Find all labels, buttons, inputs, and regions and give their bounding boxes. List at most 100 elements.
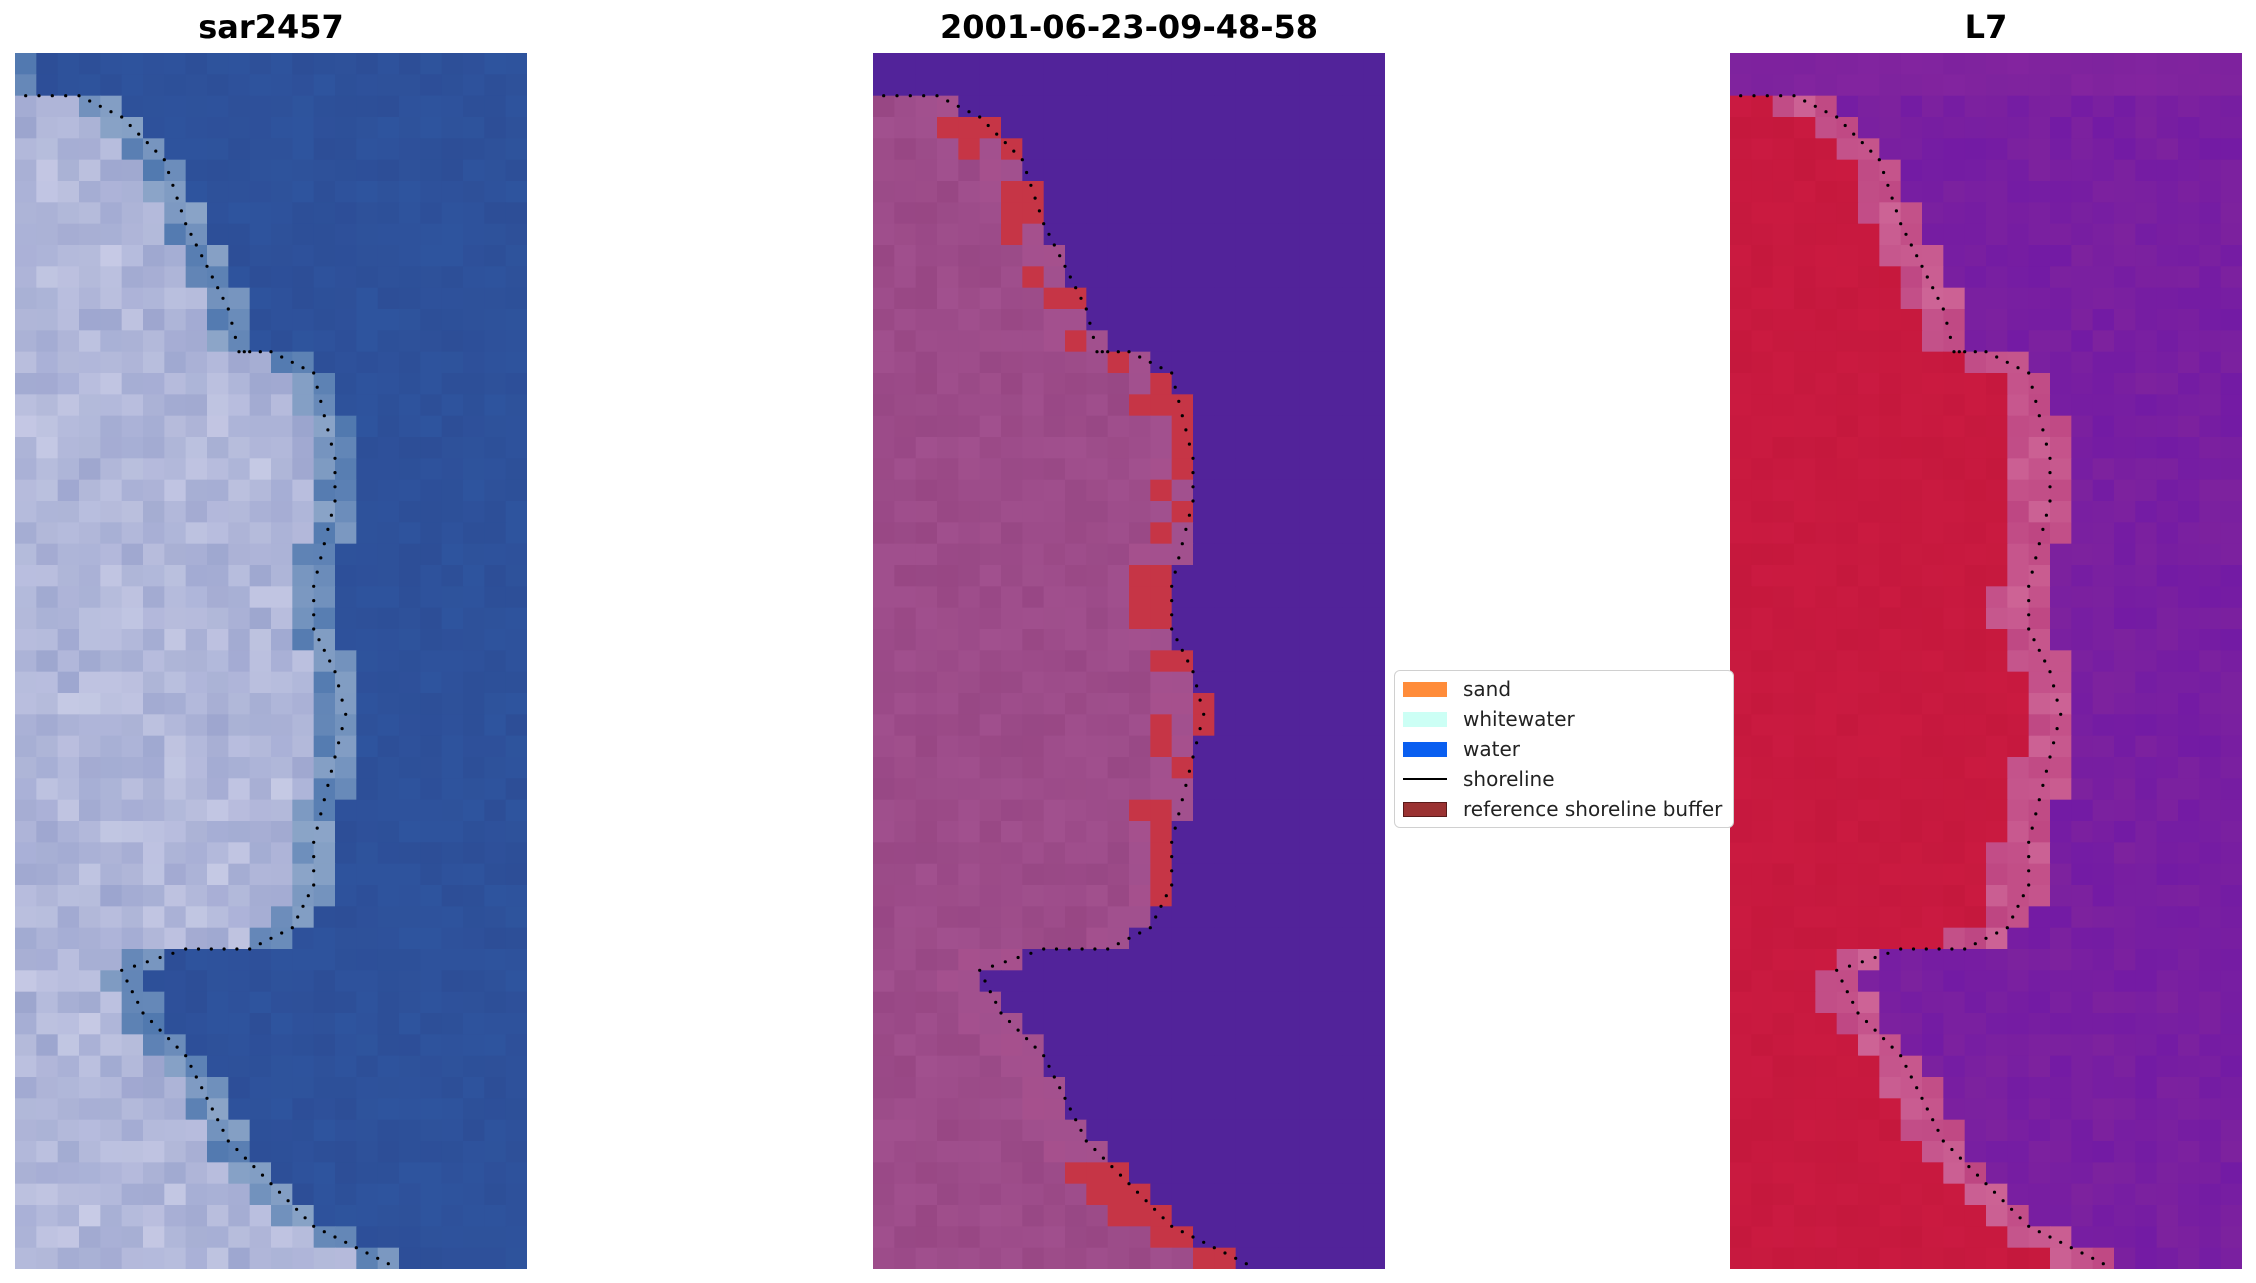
pixel-cell bbox=[207, 949, 229, 971]
shoreline-dot bbox=[242, 350, 246, 354]
pixel-cell bbox=[2050, 821, 2072, 843]
pixel-cell bbox=[2050, 522, 2072, 545]
pixel-cell bbox=[484, 991, 507, 1014]
pixel-cell bbox=[1794, 906, 1816, 929]
pixel-cell bbox=[2199, 309, 2222, 331]
pixel-cell bbox=[1150, 927, 1173, 950]
pixel-cell bbox=[1257, 330, 1279, 353]
pixel-cell bbox=[505, 778, 527, 801]
pixel-cell bbox=[1900, 202, 1923, 225]
pixel-cell bbox=[1815, 671, 1838, 694]
pixel-cell bbox=[313, 650, 336, 673]
pixel-cell bbox=[1065, 586, 1087, 609]
pixel-cell bbox=[420, 330, 443, 353]
pixel-cell bbox=[1964, 1183, 1987, 1206]
pixel-cell bbox=[1900, 650, 1923, 673]
pixel-cell bbox=[1751, 714, 1774, 737]
pixel-cell bbox=[1043, 799, 1066, 822]
pixel-cell bbox=[2199, 394, 2222, 417]
shoreline-dot bbox=[1118, 1173, 1123, 1177]
pixel-cell bbox=[356, 714, 379, 737]
pixel-cell bbox=[915, 906, 938, 929]
pixel-cell bbox=[463, 330, 485, 353]
pixel-cell bbox=[15, 842, 37, 865]
shoreline-dot bbox=[312, 371, 316, 375]
shoreline-dot bbox=[329, 442, 333, 446]
pixel-cell bbox=[1879, 671, 1902, 694]
shoreline-dot bbox=[1234, 1256, 1238, 1260]
shoreline-dot bbox=[376, 1256, 380, 1260]
pixel-cell bbox=[915, 53, 938, 75]
pixel-cell bbox=[1065, 735, 1087, 758]
pixel-cell bbox=[2156, 565, 2179, 587]
pixel-cell bbox=[271, 53, 293, 75]
pixel-cell bbox=[249, 991, 272, 1014]
pixel-cell bbox=[463, 309, 485, 331]
pixel-cell bbox=[399, 693, 421, 715]
pixel-cell bbox=[143, 138, 165, 161]
pixel-cell bbox=[335, 1055, 357, 1078]
pixel-cell bbox=[1943, 1013, 1966, 1035]
shoreline-dot bbox=[1180, 542, 1184, 546]
pixel-cell bbox=[420, 970, 443, 993]
pixel-cell bbox=[1235, 138, 1258, 161]
pixel-cell bbox=[1193, 1162, 1215, 1185]
pixel-cell bbox=[1986, 394, 2008, 417]
pixel-cell bbox=[1943, 479, 1966, 502]
pixel-cell bbox=[979, 373, 1002, 395]
pixel-cell bbox=[271, 1034, 293, 1057]
pixel-cell bbox=[1278, 53, 1301, 75]
pixel-cell bbox=[463, 693, 485, 715]
pixel-cell bbox=[1214, 565, 1237, 587]
pixel-cell bbox=[1321, 927, 1343, 950]
shoreline-dot bbox=[216, 1118, 220, 1122]
pixel-cell bbox=[164, 522, 187, 545]
pixel-cell bbox=[2199, 181, 2222, 203]
pixel-cell bbox=[2135, 117, 2158, 139]
pixel-cell bbox=[1900, 458, 1923, 481]
pixel-cell bbox=[1922, 629, 1944, 651]
pixel-cell bbox=[1043, 437, 1066, 459]
pixel-cell bbox=[937, 863, 959, 886]
pixel-cell bbox=[2199, 479, 2222, 502]
shoreline-dot bbox=[1007, 1019, 1012, 1024]
pixel-cell bbox=[1299, 394, 1322, 417]
shoreline-dot bbox=[312, 613, 316, 617]
pixel-cell bbox=[1214, 138, 1237, 161]
pixel-cell bbox=[1043, 607, 1066, 630]
pixel-cell bbox=[207, 1141, 229, 1163]
pixel-cell bbox=[441, 821, 464, 843]
shoreline-dot bbox=[222, 947, 226, 951]
pixel-cell bbox=[2092, 842, 2115, 865]
pixel-cell bbox=[1321, 159, 1343, 182]
pixel-cell bbox=[2007, 309, 2030, 331]
pixel-cell bbox=[79, 714, 101, 737]
pixel-cell bbox=[1043, 501, 1066, 523]
pixel-cell bbox=[1964, 53, 1987, 75]
pixel-cell bbox=[2028, 565, 2051, 587]
pixel-cell bbox=[100, 1077, 123, 1099]
pixel-cell bbox=[1043, 1205, 1066, 1227]
pixel-cell bbox=[1943, 927, 1966, 950]
pixel-cell bbox=[2071, 757, 2094, 779]
pixel-cell bbox=[2028, 95, 2051, 118]
pixel-cell bbox=[2092, 1205, 2115, 1227]
shoreline-dot bbox=[1202, 712, 1206, 716]
pixel-cell bbox=[1900, 543, 1923, 566]
pixel-cell bbox=[1171, 607, 1194, 630]
pixel-cell bbox=[1815, 778, 1838, 801]
pixel-cell bbox=[2135, 949, 2158, 971]
pixel-cell bbox=[1086, 714, 1109, 737]
pixel-cell bbox=[2156, 373, 2179, 395]
pixel-cell bbox=[2135, 159, 2158, 182]
pixel-cell bbox=[1922, 1077, 1944, 1099]
pixel-cell bbox=[979, 1247, 1002, 1269]
pixel-cell bbox=[15, 1247, 37, 1269]
pixel-cell bbox=[1879, 1205, 1902, 1227]
pixel-cell bbox=[463, 821, 485, 843]
pixel-cell bbox=[1751, 117, 1774, 139]
pixel-cell bbox=[1299, 821, 1322, 843]
pixel-cell bbox=[1257, 1141, 1279, 1163]
pixel-cell bbox=[313, 479, 336, 502]
pixel-cell bbox=[164, 117, 187, 139]
